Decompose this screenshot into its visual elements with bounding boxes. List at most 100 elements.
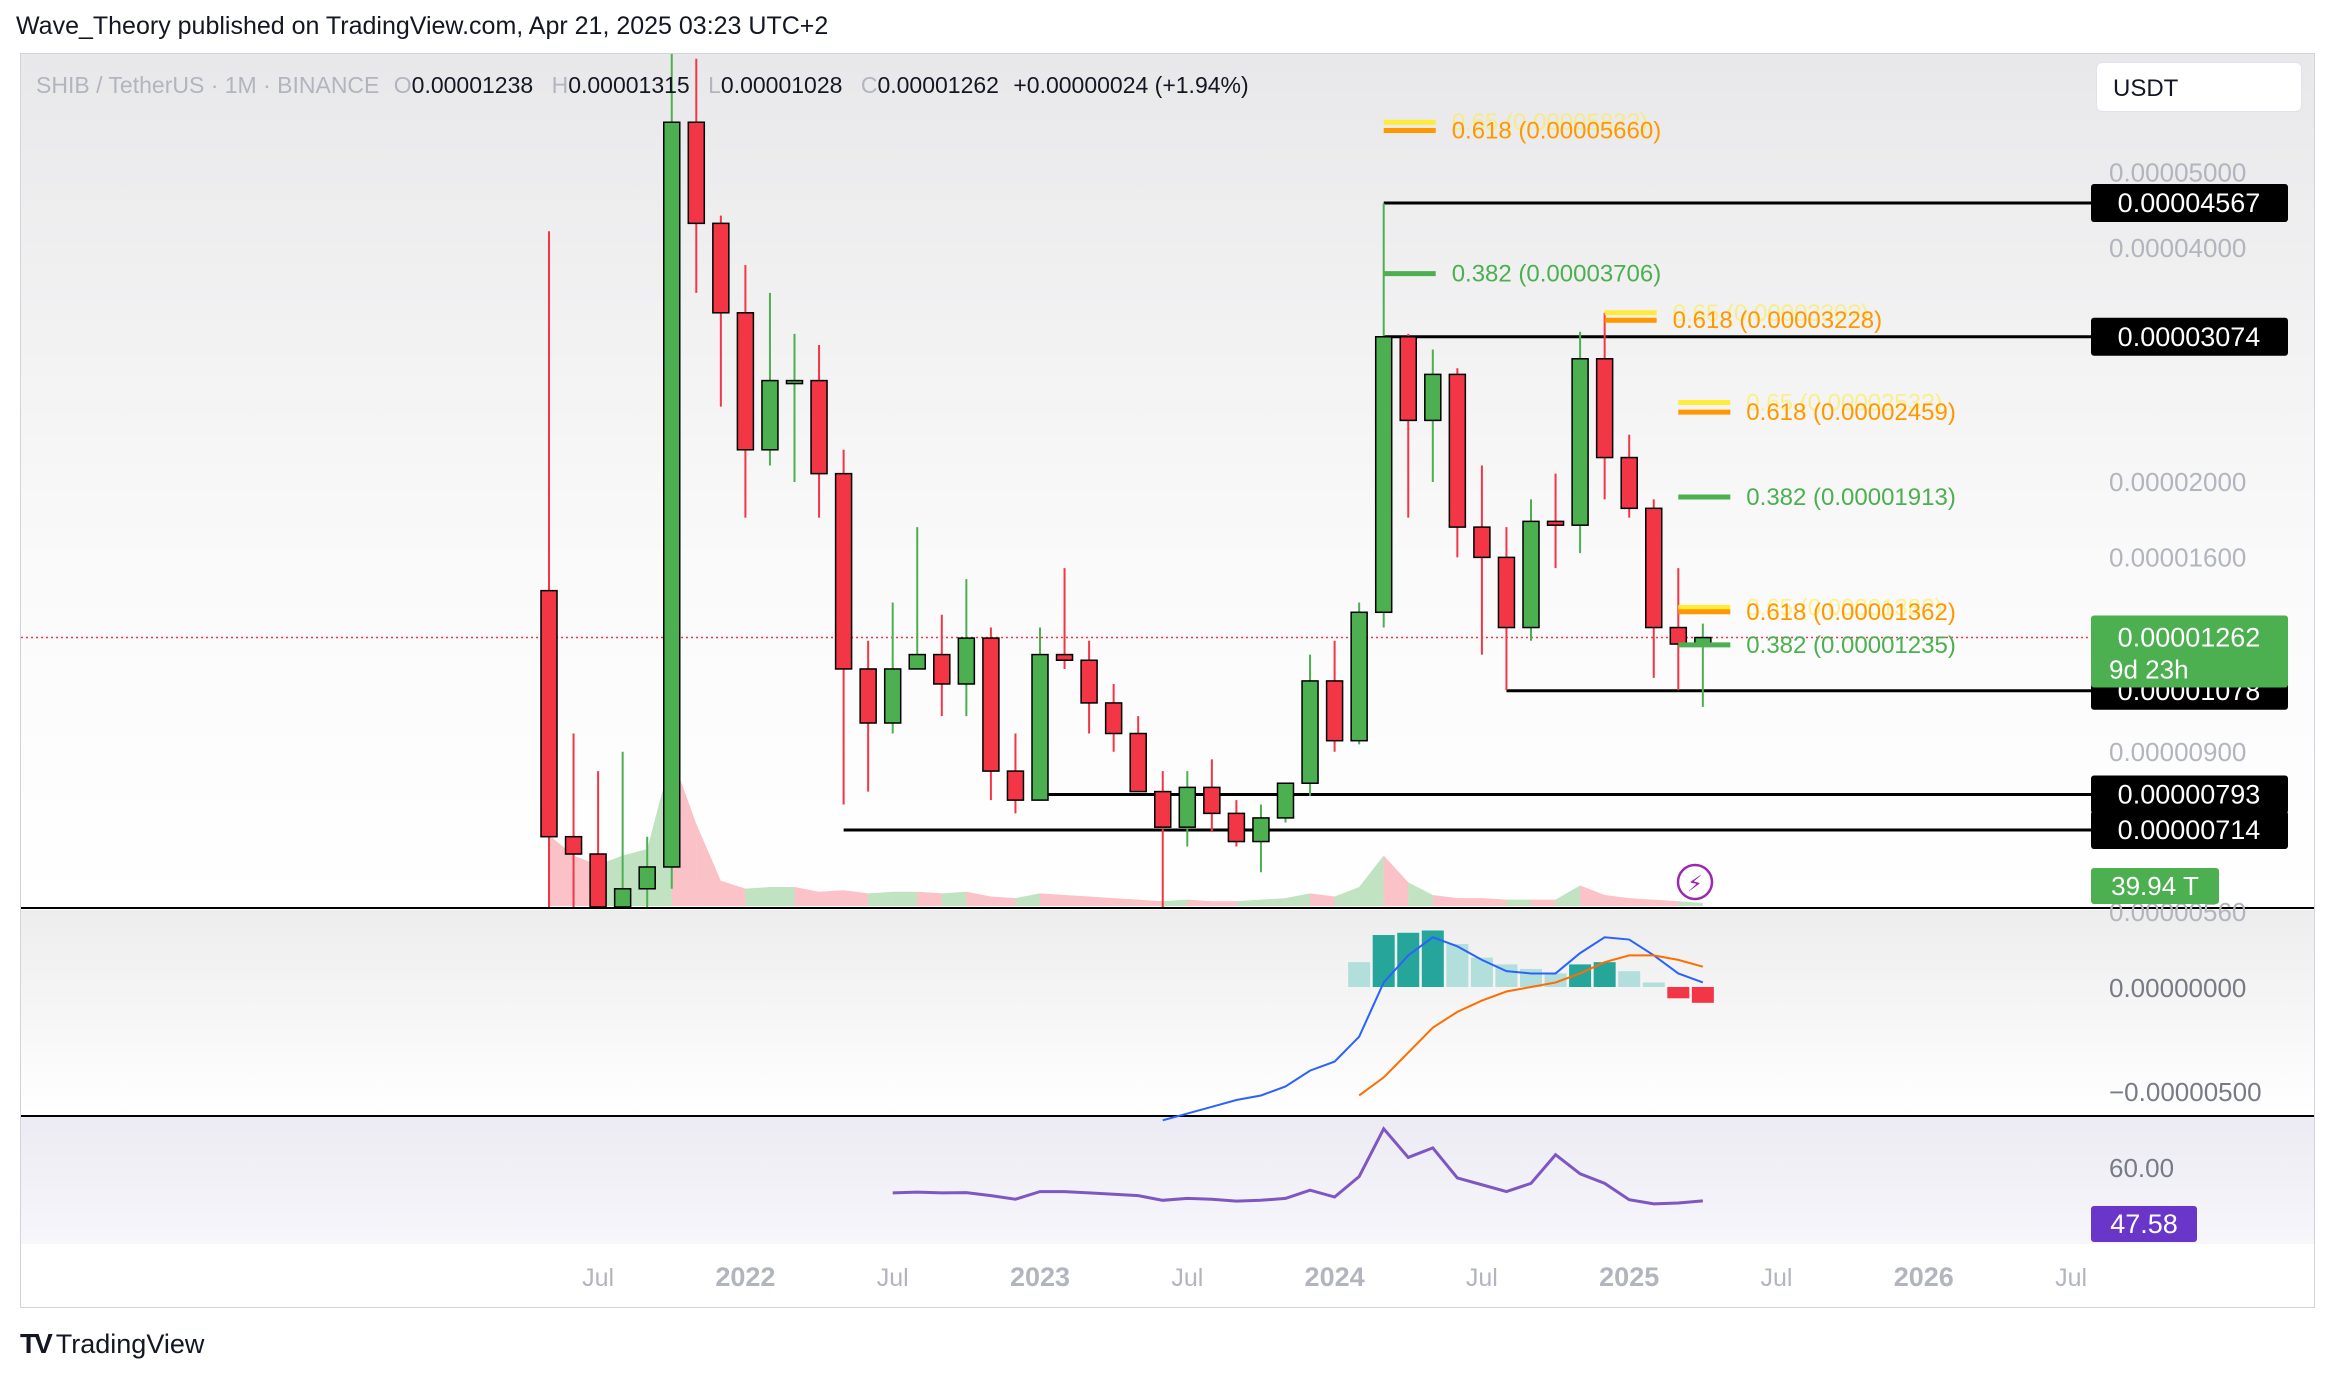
rsi-line — [892, 1126, 1703, 1206]
fib-label: 0.65 (0.0000253?) — [1746, 390, 1942, 417]
candle-body — [1178, 786, 1197, 828]
volume-area-segment — [868, 891, 893, 906]
volume-area-segment — [941, 891, 967, 906]
volume-area-segment — [1334, 887, 1360, 906]
volume-area-segment — [1629, 898, 1654, 906]
level-badge-label: 0.00004567 — [2118, 188, 2261, 218]
level-badge — [2091, 775, 2288, 814]
chart-frame — [20, 53, 2315, 1308]
price-tick-label: 0.00004000 — [2109, 233, 2246, 263]
candle-body — [638, 866, 656, 890]
macd-histogram-bar — [1446, 944, 1469, 987]
lightning-icon — [1676, 863, 1714, 901]
candle-body — [1301, 680, 1319, 784]
macd-tick-label: −0.00000500 — [2109, 1077, 2262, 1107]
volume-area-segment — [843, 890, 869, 906]
volume-area-segment — [1162, 899, 1188, 906]
fib-label: 0.65 (0.0000330?) — [1673, 300, 1869, 327]
macd-histogram-bar — [1421, 930, 1444, 987]
candle-body — [883, 668, 902, 724]
candle-body — [1424, 373, 1442, 422]
volume-area-segment — [819, 890, 844, 906]
candle-body — [1006, 770, 1025, 801]
fib-label: 0.65 (0.0000582?) — [1452, 109, 1648, 136]
volume-area-segment — [1555, 885, 1581, 906]
volume-area-segment — [769, 887, 795, 906]
candle-body — [540, 589, 558, 838]
level-badge-label: 0.00003074 — [2118, 322, 2261, 352]
volume-badge-label: 39.94 T — [2111, 871, 2199, 901]
candle-body — [564, 835, 583, 855]
macd-line — [1162, 936, 1704, 1122]
candle-body — [810, 379, 828, 475]
macd-histogram-bar — [1372, 935, 1395, 987]
macd-histogram-bar — [1520, 968, 1542, 987]
volume-area-segment — [917, 891, 942, 906]
price-pane[interactable] — [21, 54, 2314, 908]
time-axis-label: 2025 — [1599, 1262, 1659, 1292]
volume-area-segment — [1531, 899, 1556, 906]
macd-histogram-bar — [1593, 962, 1616, 987]
legend-close: 0.00001262 — [877, 72, 999, 98]
candle-body — [1497, 556, 1516, 629]
macd-histogram-bar — [1691, 987, 1714, 1003]
candle-body — [982, 637, 1000, 772]
time-axis-label: 2024 — [1305, 1262, 1365, 1292]
legend-low: 0.00001028 — [720, 72, 843, 98]
legend-close-label: C — [860, 72, 878, 98]
tradingview-logo[interactable]: TV TradingView — [20, 1328, 204, 1360]
candle-body — [1448, 373, 1467, 528]
time-axis-label: Jul — [877, 1264, 909, 1292]
volume-area-segment — [1432, 894, 1458, 906]
fib-label: 0.382 (0.00003706) — [1452, 261, 1662, 288]
candle-body — [933, 653, 951, 685]
last-price-value: 0.00001262 — [2118, 623, 2261, 653]
volume-area-segment — [1457, 898, 1482, 906]
candle-body — [663, 121, 681, 868]
rsi-pane[interactable] — [21, 1117, 2314, 1244]
volume-area-segment — [745, 887, 770, 906]
volume-area-segment — [990, 896, 1016, 906]
volume-area-segment — [1359, 855, 1384, 906]
candle-body — [1645, 507, 1663, 629]
price-tick-label: 0.00002000 — [2109, 467, 2246, 497]
candle-body — [613, 888, 632, 907]
currency-button[interactable]: USDT — [2096, 62, 2302, 112]
volume-area-segment — [1408, 882, 1433, 906]
volume-area-segment — [1285, 893, 1311, 906]
volume-area-segment — [794, 887, 820, 906]
candle-body — [1031, 653, 1049, 801]
candle-body — [785, 379, 804, 385]
volume-area-segment — [1089, 896, 1114, 906]
candle-body — [1399, 336, 1417, 422]
bar-countdown: 9d 23h — [2109, 655, 2189, 685]
tradingview-logo-icon: TV — [20, 1328, 53, 1359]
price-tick-label: 0.00000900 — [2109, 737, 2246, 767]
candle-body — [712, 222, 730, 314]
rsi-value-badge — [2091, 1206, 2197, 1242]
rsi-tick-label: 60.00 — [2109, 1153, 2174, 1183]
time-axis-label: 2023 — [1010, 1262, 1070, 1292]
candle-body — [1374, 336, 1393, 614]
candle-body — [1473, 526, 1491, 559]
macd-pane[interactable] — [21, 910, 2314, 1115]
volume-area-segment — [720, 880, 746, 906]
volume-area-segment — [1138, 899, 1163, 906]
fib-label: 0.618 (0.00001362) — [1746, 599, 1956, 626]
legend-open-label: O — [393, 72, 412, 98]
volume-area-segment — [1187, 899, 1212, 906]
time-axis-label: Jul — [582, 1264, 614, 1292]
candle-body — [761, 379, 779, 451]
fib-label: 0.382 (0.00001913) — [1746, 484, 1956, 511]
fib-label: 0.618 (0.00002459) — [1746, 399, 1956, 426]
price-tick-label: 0.00005000 — [2109, 157, 2246, 187]
candle-body — [1571, 358, 1589, 526]
candle-body — [1203, 786, 1221, 815]
fib-label: 0.65 (0.0000138?) — [1746, 594, 1942, 621]
volume-area-segment — [1211, 901, 1237, 906]
fib-label: 0.618 (0.00003228) — [1673, 307, 1883, 334]
macd-histogram-bar — [1495, 964, 1518, 987]
level-badge-label: 0.00000793 — [2118, 780, 2261, 810]
volume-area-segment — [892, 891, 918, 906]
